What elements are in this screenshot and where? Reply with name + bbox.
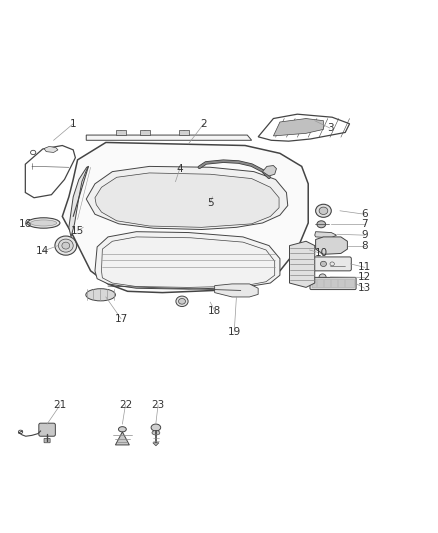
Text: 10: 10 bbox=[315, 248, 328, 259]
FancyBboxPatch shape bbox=[290, 262, 314, 266]
Text: 16: 16 bbox=[19, 219, 32, 229]
FancyBboxPatch shape bbox=[290, 252, 314, 255]
Polygon shape bbox=[95, 232, 280, 289]
Polygon shape bbox=[69, 166, 88, 237]
FancyBboxPatch shape bbox=[290, 246, 314, 249]
Ellipse shape bbox=[177, 284, 187, 292]
Text: 13: 13 bbox=[358, 283, 371, 293]
Polygon shape bbox=[95, 173, 279, 228]
Text: 6: 6 bbox=[361, 209, 368, 219]
Polygon shape bbox=[116, 432, 129, 445]
Polygon shape bbox=[215, 284, 258, 297]
Polygon shape bbox=[273, 118, 323, 136]
Polygon shape bbox=[86, 166, 288, 230]
Polygon shape bbox=[116, 130, 126, 135]
Text: 19: 19 bbox=[228, 327, 241, 337]
Text: 11: 11 bbox=[358, 262, 371, 272]
Ellipse shape bbox=[244, 186, 261, 201]
Polygon shape bbox=[179, 130, 189, 135]
Polygon shape bbox=[140, 130, 150, 135]
FancyBboxPatch shape bbox=[290, 279, 314, 282]
Ellipse shape bbox=[27, 218, 60, 228]
Ellipse shape bbox=[55, 236, 77, 255]
FancyBboxPatch shape bbox=[312, 257, 351, 271]
Text: 14: 14 bbox=[36, 246, 49, 256]
Text: 21: 21 bbox=[53, 400, 67, 410]
Polygon shape bbox=[262, 166, 276, 176]
FancyBboxPatch shape bbox=[44, 439, 50, 443]
Polygon shape bbox=[44, 147, 58, 152]
Text: 3: 3 bbox=[327, 123, 333, 133]
Ellipse shape bbox=[152, 431, 160, 435]
Ellipse shape bbox=[319, 274, 326, 280]
Ellipse shape bbox=[167, 214, 180, 225]
Ellipse shape bbox=[179, 298, 185, 304]
Ellipse shape bbox=[151, 424, 161, 431]
Text: 8: 8 bbox=[361, 240, 368, 251]
Polygon shape bbox=[316, 237, 347, 254]
Text: 5: 5 bbox=[207, 198, 214, 207]
Ellipse shape bbox=[118, 426, 126, 432]
Ellipse shape bbox=[78, 223, 88, 232]
Ellipse shape bbox=[301, 248, 307, 252]
Text: 18: 18 bbox=[208, 306, 221, 316]
Text: 17: 17 bbox=[114, 314, 128, 324]
FancyBboxPatch shape bbox=[290, 268, 314, 271]
Text: 15: 15 bbox=[71, 226, 84, 236]
Ellipse shape bbox=[81, 225, 86, 230]
Ellipse shape bbox=[86, 289, 116, 301]
Text: 12: 12 bbox=[358, 272, 371, 282]
FancyBboxPatch shape bbox=[312, 279, 354, 288]
Polygon shape bbox=[153, 443, 159, 446]
Text: 22: 22 bbox=[119, 400, 132, 410]
FancyBboxPatch shape bbox=[39, 423, 55, 436]
Ellipse shape bbox=[100, 168, 118, 184]
Text: 7: 7 bbox=[361, 219, 368, 229]
FancyBboxPatch shape bbox=[290, 257, 314, 261]
Ellipse shape bbox=[31, 220, 57, 226]
Text: 9: 9 bbox=[361, 230, 368, 240]
Ellipse shape bbox=[190, 214, 202, 225]
Polygon shape bbox=[86, 135, 252, 140]
Text: 2: 2 bbox=[201, 119, 207, 129]
Ellipse shape bbox=[248, 189, 258, 198]
FancyBboxPatch shape bbox=[310, 277, 356, 289]
Polygon shape bbox=[62, 142, 308, 293]
Text: 23: 23 bbox=[152, 400, 165, 410]
Text: 1: 1 bbox=[70, 119, 77, 129]
Ellipse shape bbox=[316, 204, 331, 217]
Polygon shape bbox=[290, 241, 315, 287]
Ellipse shape bbox=[321, 261, 326, 266]
Text: 4: 4 bbox=[177, 164, 183, 174]
Ellipse shape bbox=[58, 239, 73, 252]
Ellipse shape bbox=[317, 221, 325, 228]
Ellipse shape bbox=[103, 171, 116, 181]
Ellipse shape bbox=[319, 207, 328, 214]
Ellipse shape bbox=[62, 242, 70, 249]
FancyBboxPatch shape bbox=[290, 273, 314, 277]
Polygon shape bbox=[315, 232, 336, 238]
Ellipse shape bbox=[213, 214, 225, 225]
Ellipse shape bbox=[139, 214, 151, 225]
Ellipse shape bbox=[176, 296, 188, 306]
